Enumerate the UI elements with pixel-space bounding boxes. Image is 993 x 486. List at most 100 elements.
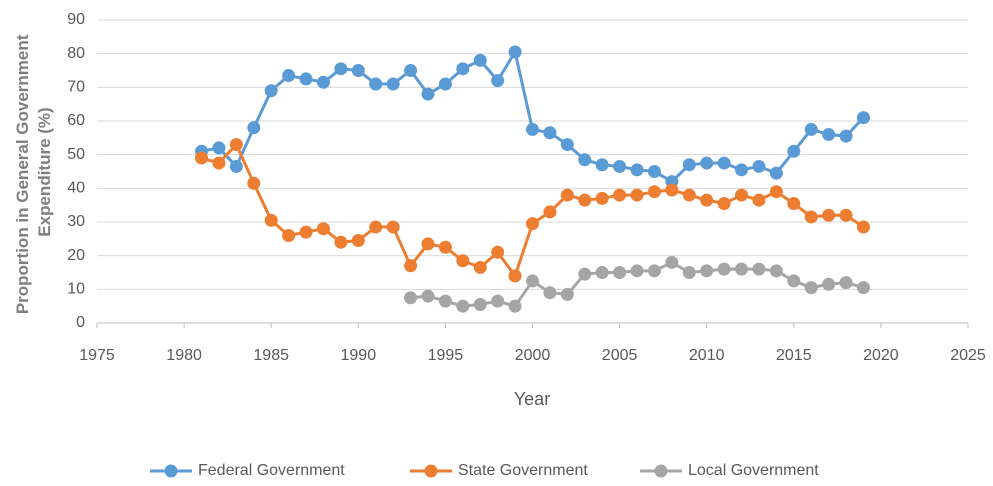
legend-label: Federal Government [198, 462, 345, 479]
data-point [613, 266, 627, 279]
data-point [369, 77, 383, 91]
x-tick-label: 2010 [689, 347, 725, 364]
data-point [613, 159, 627, 173]
data-point [299, 225, 313, 239]
data-point [595, 191, 609, 205]
data-point [526, 122, 539, 136]
data-point [438, 240, 452, 254]
data-point [630, 264, 644, 278]
data-point [630, 163, 644, 177]
data-point [560, 138, 574, 152]
data-point [282, 228, 296, 242]
data-point [839, 208, 853, 222]
data-point [473, 260, 487, 274]
data-point [316, 222, 330, 236]
legend-label: Local Government [688, 462, 819, 479]
data-point [647, 264, 661, 278]
data-point [752, 262, 766, 276]
data-point [334, 62, 348, 76]
x-tick-label: 2015 [776, 347, 812, 364]
data-point [856, 220, 870, 234]
data-point [787, 144, 801, 158]
data-point [717, 156, 731, 170]
data-point [769, 185, 783, 199]
data-point [822, 127, 836, 141]
data-point [804, 122, 818, 136]
y-axis-title-line: Expenditure (%) [35, 107, 54, 236]
data-point [804, 281, 818, 295]
data-point [682, 266, 696, 279]
data-point [212, 156, 226, 170]
data-point [316, 75, 330, 89]
data-point [787, 274, 801, 288]
data-point [456, 299, 470, 313]
data-point [247, 121, 261, 135]
data-point [787, 196, 801, 210]
data-point [665, 255, 679, 269]
data-point [578, 193, 592, 207]
data-point [508, 269, 522, 283]
data-point [856, 111, 870, 125]
data-point [769, 166, 783, 180]
y-tick-label: 10 [67, 281, 85, 298]
data-point [647, 165, 661, 178]
data-point [212, 141, 226, 155]
data-point [386, 220, 400, 234]
y-tick-label: 30 [67, 213, 85, 230]
x-tick-label: 2005 [602, 347, 638, 364]
data-point [438, 294, 452, 308]
legend-marker [424, 464, 438, 478]
data-point [752, 193, 766, 207]
legend-marker [164, 464, 178, 478]
data-point [299, 72, 313, 86]
data-point [735, 262, 749, 276]
data-point [717, 262, 731, 276]
data-point [578, 267, 592, 281]
data-point [735, 163, 749, 177]
x-tick-label: 1980 [166, 347, 202, 364]
data-point [491, 245, 505, 259]
data-point [665, 183, 679, 197]
data-point [822, 208, 836, 222]
y-tick-label: 40 [67, 180, 85, 197]
data-point [543, 205, 557, 219]
data-point [404, 259, 418, 273]
data-point [421, 87, 435, 101]
y-axis-title-line: Proportion in General Government [13, 34, 32, 314]
data-point [839, 276, 853, 290]
data-point [595, 266, 609, 279]
data-point [526, 217, 539, 231]
x-tick-label: 1995 [428, 347, 464, 364]
data-point [473, 53, 487, 67]
x-tick-label: 2025 [950, 347, 986, 364]
data-point [438, 77, 452, 91]
data-point [247, 176, 261, 190]
data-point [804, 210, 818, 224]
data-point [334, 235, 348, 249]
data-point [578, 153, 592, 167]
data-point [595, 158, 609, 172]
data-point [491, 294, 505, 308]
data-point [856, 281, 870, 295]
x-tick-label: 2000 [515, 347, 551, 364]
data-point [630, 188, 644, 202]
data-point [613, 188, 627, 202]
y-axis-title: Proportion in General Government Expendi… [13, 30, 54, 314]
data-point [508, 299, 522, 313]
data-point [769, 264, 783, 278]
data-point [404, 291, 418, 305]
data-point [351, 64, 365, 77]
x-tick-label: 1975 [79, 347, 115, 364]
data-point [700, 156, 714, 170]
data-point [647, 185, 661, 199]
data-point [456, 62, 470, 76]
data-point [195, 151, 209, 165]
x-axis-title: Year [514, 389, 550, 409]
data-point [526, 274, 539, 288]
data-point [369, 220, 383, 234]
y-tick-label: 50 [67, 146, 85, 163]
data-point [421, 289, 435, 303]
x-tick-label: 2020 [863, 347, 899, 364]
legend-marker [654, 464, 668, 478]
